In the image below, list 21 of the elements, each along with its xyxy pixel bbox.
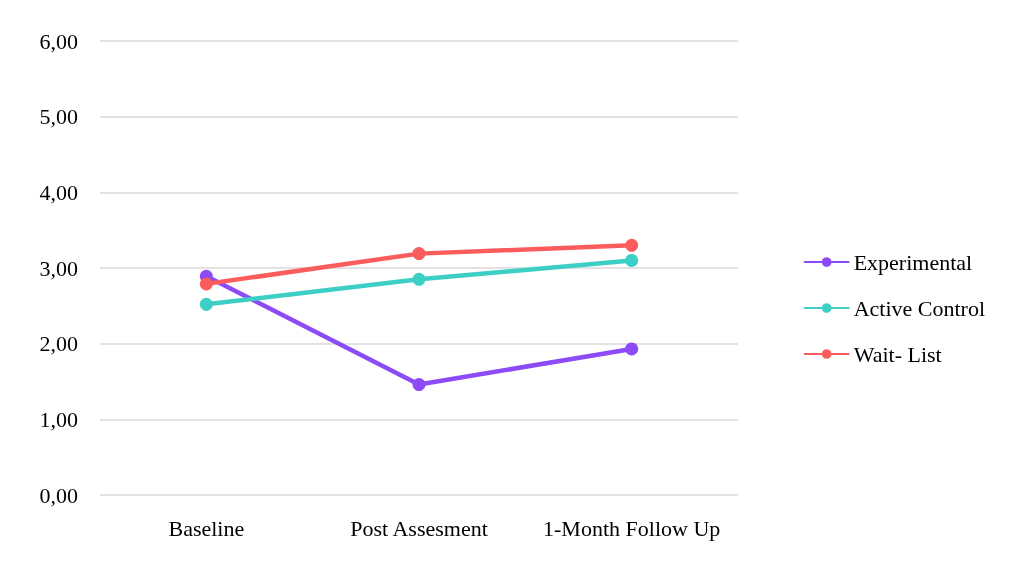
y-tick-label: 5,00 (39, 104, 78, 130)
point (199, 297, 213, 311)
x-tick-label: 1-Month Follow Up (543, 515, 721, 541)
y-tick-label: 2,00 (39, 331, 78, 357)
legend-label: Wait- List (853, 341, 942, 367)
legend-label: Experimental (853, 249, 973, 275)
y-tick-label: 0,00 (39, 482, 78, 508)
point (625, 253, 639, 267)
point (412, 378, 426, 392)
point (412, 247, 426, 261)
y-tick-label: 3,00 (39, 255, 78, 281)
y-tick-label: 6,00 (39, 28, 78, 54)
x-tick-label: Baseline (168, 515, 245, 541)
point (412, 272, 426, 286)
point (625, 342, 639, 356)
y-tick-label: 1,00 (39, 406, 78, 432)
y-tick-label: 4,00 (39, 179, 78, 205)
x-tick-label: Post Assesment (350, 515, 488, 541)
point (199, 277, 213, 291)
point (625, 238, 639, 252)
legend-label: Active Control (853, 295, 986, 321)
